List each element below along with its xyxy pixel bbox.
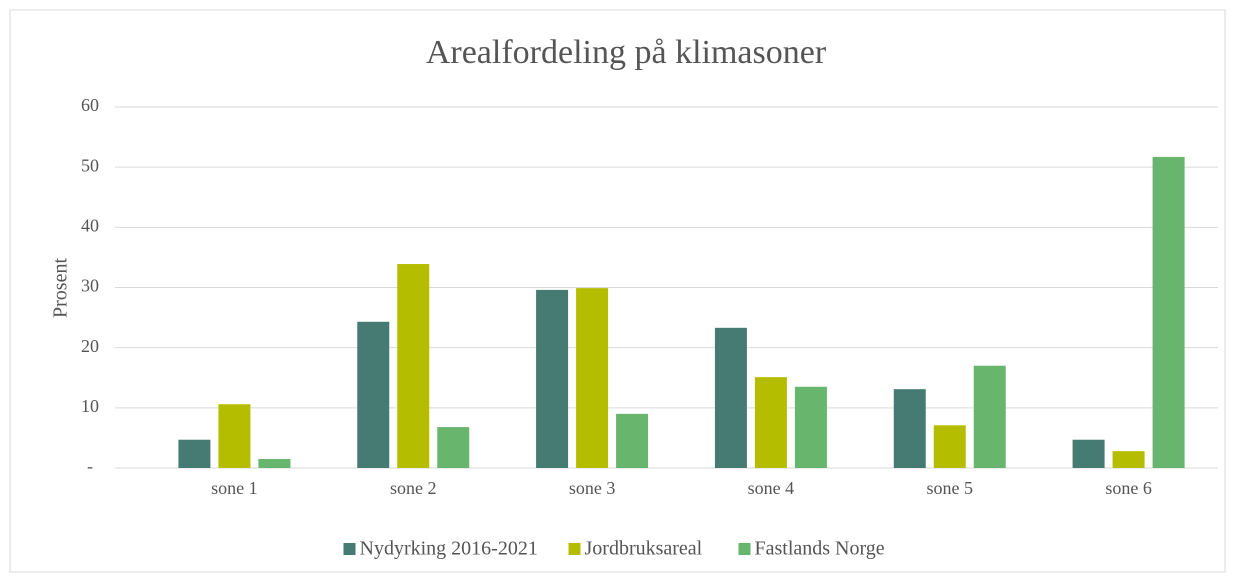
bar: [794, 386, 827, 468]
bar: [218, 404, 251, 468]
bar: [754, 377, 787, 468]
bar: [714, 327, 747, 468]
bar: [1112, 451, 1145, 468]
bar: [1072, 439, 1105, 468]
x-tick-label: sone 3: [569, 478, 616, 498]
y-tick-label: -: [87, 456, 93, 476]
x-tick-label: sone 1: [211, 478, 258, 498]
x-tick-label: sone 4: [748, 478, 795, 498]
chart-title: Arealfordeling på klimasoner: [426, 34, 827, 71]
x-tick-label: sone 6: [1105, 478, 1152, 498]
legend-swatch: [738, 543, 751, 555]
bar: [397, 264, 430, 468]
legend-label: Nydyrking 2016-2021: [360, 538, 538, 560]
bar: [357, 321, 390, 468]
y-tick-label: 40: [81, 215, 99, 235]
legend-label: Fastlands Norge: [755, 538, 885, 560]
y-axis-label: Prosent: [50, 258, 72, 318]
x-tick-label: sone 2: [390, 478, 437, 498]
y-tick-label: 60: [81, 95, 99, 115]
legend-label: Jordbruksareal: [585, 538, 703, 560]
bar: [1152, 156, 1185, 468]
x-tick-label: sone 5: [927, 478, 974, 498]
bar: [178, 439, 211, 468]
y-tick-label: 20: [81, 336, 99, 356]
y-tick-label: 50: [81, 155, 99, 175]
bar: [893, 389, 926, 468]
y-tick-label: 10: [81, 396, 99, 416]
bar: [258, 458, 291, 468]
y-tick-label: 30: [81, 276, 99, 296]
legend-swatch: [343, 543, 356, 555]
bar: [973, 365, 1006, 468]
bar: [616, 413, 649, 468]
bar: [437, 427, 470, 468]
bar: [933, 425, 966, 468]
chart-border: [9, 9, 1226, 573]
bar: [576, 288, 609, 468]
bar: [536, 289, 569, 468]
legend-swatch: [568, 543, 581, 555]
